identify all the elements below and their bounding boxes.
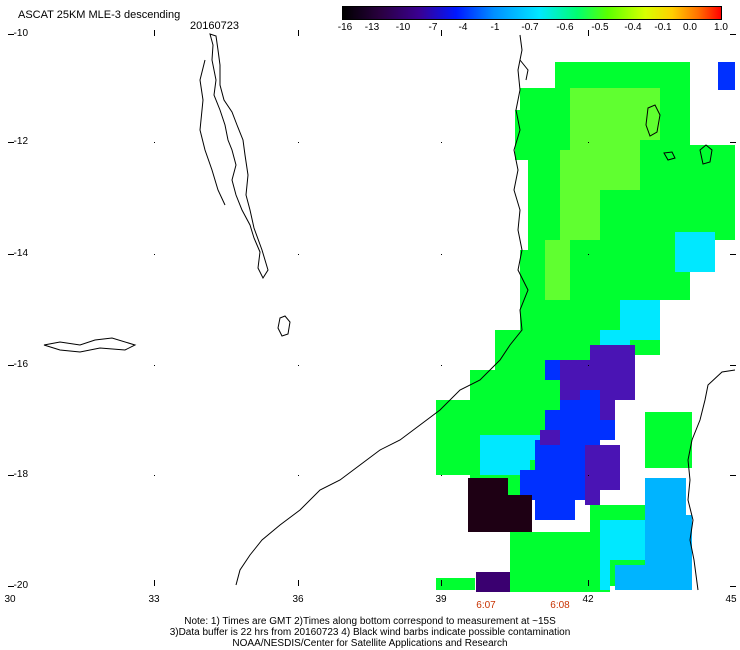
mayotte-island bbox=[699, 144, 713, 165]
color-scale-label: 0.0 bbox=[683, 22, 697, 33]
swath-cyan-east bbox=[675, 232, 715, 272]
pass-time-label: 6:08 bbox=[550, 600, 570, 611]
color-scale-label: -10 bbox=[395, 22, 411, 33]
lat-label: -10 bbox=[13, 28, 28, 39]
swath-blue-core bbox=[520, 360, 615, 520]
color-scale-label: -13 bbox=[364, 22, 380, 33]
swath-green-east bbox=[645, 412, 692, 468]
pass-time-label: 6:07 bbox=[476, 600, 496, 611]
swath-green-band bbox=[436, 62, 735, 495]
swath-cyan-south bbox=[600, 520, 645, 590]
color-scale-label: 1.0 bbox=[714, 22, 728, 33]
lon-label: 33 bbox=[148, 594, 160, 605]
mozambique-coast bbox=[235, 34, 529, 586]
color-scale-label: -0.7 bbox=[521, 22, 539, 33]
lat-label: -14 bbox=[13, 248, 28, 259]
lon-label: 45 bbox=[725, 594, 737, 605]
color-scale-label: -4 bbox=[458, 22, 468, 33]
lat-label: -12 bbox=[13, 136, 28, 147]
anjouan-island bbox=[663, 151, 676, 161]
mafia-island-coast bbox=[519, 59, 529, 81]
note-line-1: Note: 1) Times are GMT 2)Times along bot… bbox=[184, 616, 556, 627]
color-scale-label: -0.6 bbox=[556, 22, 574, 33]
color-scale-label: -0.1 bbox=[654, 22, 672, 33]
lake-malawi-west-shore bbox=[199, 59, 226, 206]
axis-ticks bbox=[8, 30, 736, 587]
comoros-island bbox=[645, 104, 661, 137]
lon-label: 30 bbox=[4, 594, 16, 605]
map-date: 20160723 bbox=[190, 20, 239, 32]
note-line-3: NOAA/NESDIS/Center for Satellite Applica… bbox=[232, 638, 508, 649]
lon-label: 42 bbox=[582, 594, 594, 605]
color-scale-label: -0.5 bbox=[591, 22, 609, 33]
swath-cyan-mid bbox=[480, 435, 545, 475]
color-scale-label: -16 bbox=[337, 22, 353, 33]
swath-dark-core bbox=[468, 478, 532, 532]
lat-label: -18 bbox=[13, 469, 28, 480]
swath-violet-core bbox=[560, 345, 635, 420]
swath-sky-south bbox=[615, 478, 692, 590]
lat-label: -16 bbox=[13, 359, 28, 370]
swath-violet-mid bbox=[540, 430, 560, 445]
coastlines bbox=[43, 33, 736, 591]
note-line-2: 3)Data buffer is 22 hrs from 20160723 4)… bbox=[169, 627, 571, 638]
color-scale-label: -0.4 bbox=[624, 22, 642, 33]
swath-light-green bbox=[545, 88, 660, 300]
swath-blue-corner bbox=[718, 62, 735, 90]
lat-label: -20 bbox=[13, 580, 28, 591]
swath-cyan-coast bbox=[600, 300, 660, 355]
cahora-bassa-lake bbox=[43, 337, 137, 353]
swath-purple-bottom bbox=[476, 572, 510, 592]
color-scale-bar bbox=[342, 6, 722, 20]
ascat-swath bbox=[436, 62, 735, 592]
lake-malawi-outline bbox=[209, 33, 269, 280]
color-scale-label: -1 bbox=[490, 22, 500, 33]
map-title: ASCAT 25KM MLE-3 descending bbox=[18, 9, 181, 21]
graticule bbox=[154, 142, 589, 476]
color-scale-label: -7 bbox=[428, 22, 438, 33]
madagascar-coast bbox=[687, 369, 736, 591]
lake-chilwa bbox=[277, 315, 291, 337]
lon-label: 39 bbox=[435, 594, 447, 605]
swath-violet-south bbox=[585, 445, 620, 505]
lon-label: 36 bbox=[292, 594, 304, 605]
swath-green-sw bbox=[436, 578, 475, 590]
